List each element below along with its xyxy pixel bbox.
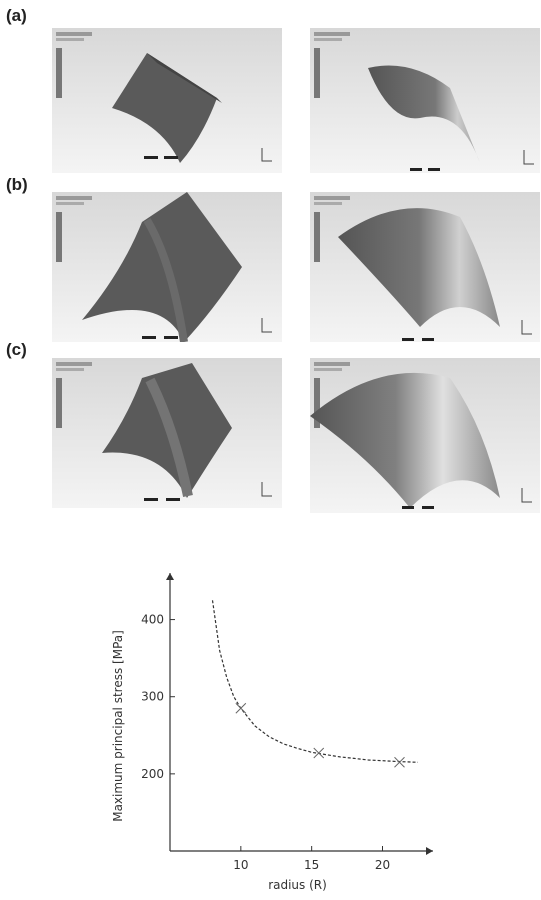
x-tick-label: 15 (304, 858, 319, 872)
y-axis-arrow (166, 573, 174, 580)
simulation-render-a-left (52, 28, 282, 173)
stress-radius-chart: 10 15 20 200 300 400 radius (R) Maximum princ… (111, 573, 433, 892)
data-point-marker (313, 747, 325, 759)
simulation-render-b-right (310, 192, 540, 342)
x-tick-label: 20 (375, 858, 390, 872)
y-tick-label: 300 (141, 690, 164, 704)
fit-curve-line (211, 600, 418, 763)
panel-label-c: (c) (6, 340, 27, 359)
y-tick-label: 200 (141, 767, 164, 781)
data-points (235, 702, 405, 768)
y-axis-label: Maximum principal stress [MPa] (111, 630, 125, 822)
chart-axes (166, 573, 433, 855)
data-point-marker (394, 756, 405, 768)
simulation-render-a-right (310, 28, 540, 173)
y-tick-label: 400 (141, 613, 164, 627)
x-axis-label: radius (R) (268, 878, 327, 892)
chart-ticks: 10 15 20 200 300 400 (141, 613, 390, 872)
simulation-render-b-left (52, 192, 282, 342)
x-axis-arrow (426, 847, 433, 855)
panel-label-a: (a) (6, 6, 27, 25)
data-point-marker (235, 702, 247, 714)
x-tick-label: 10 (233, 858, 248, 872)
simulation-render-c-right (310, 358, 540, 513)
panel-label-b: (b) (6, 175, 28, 194)
simulation-render-c-left (52, 358, 282, 508)
